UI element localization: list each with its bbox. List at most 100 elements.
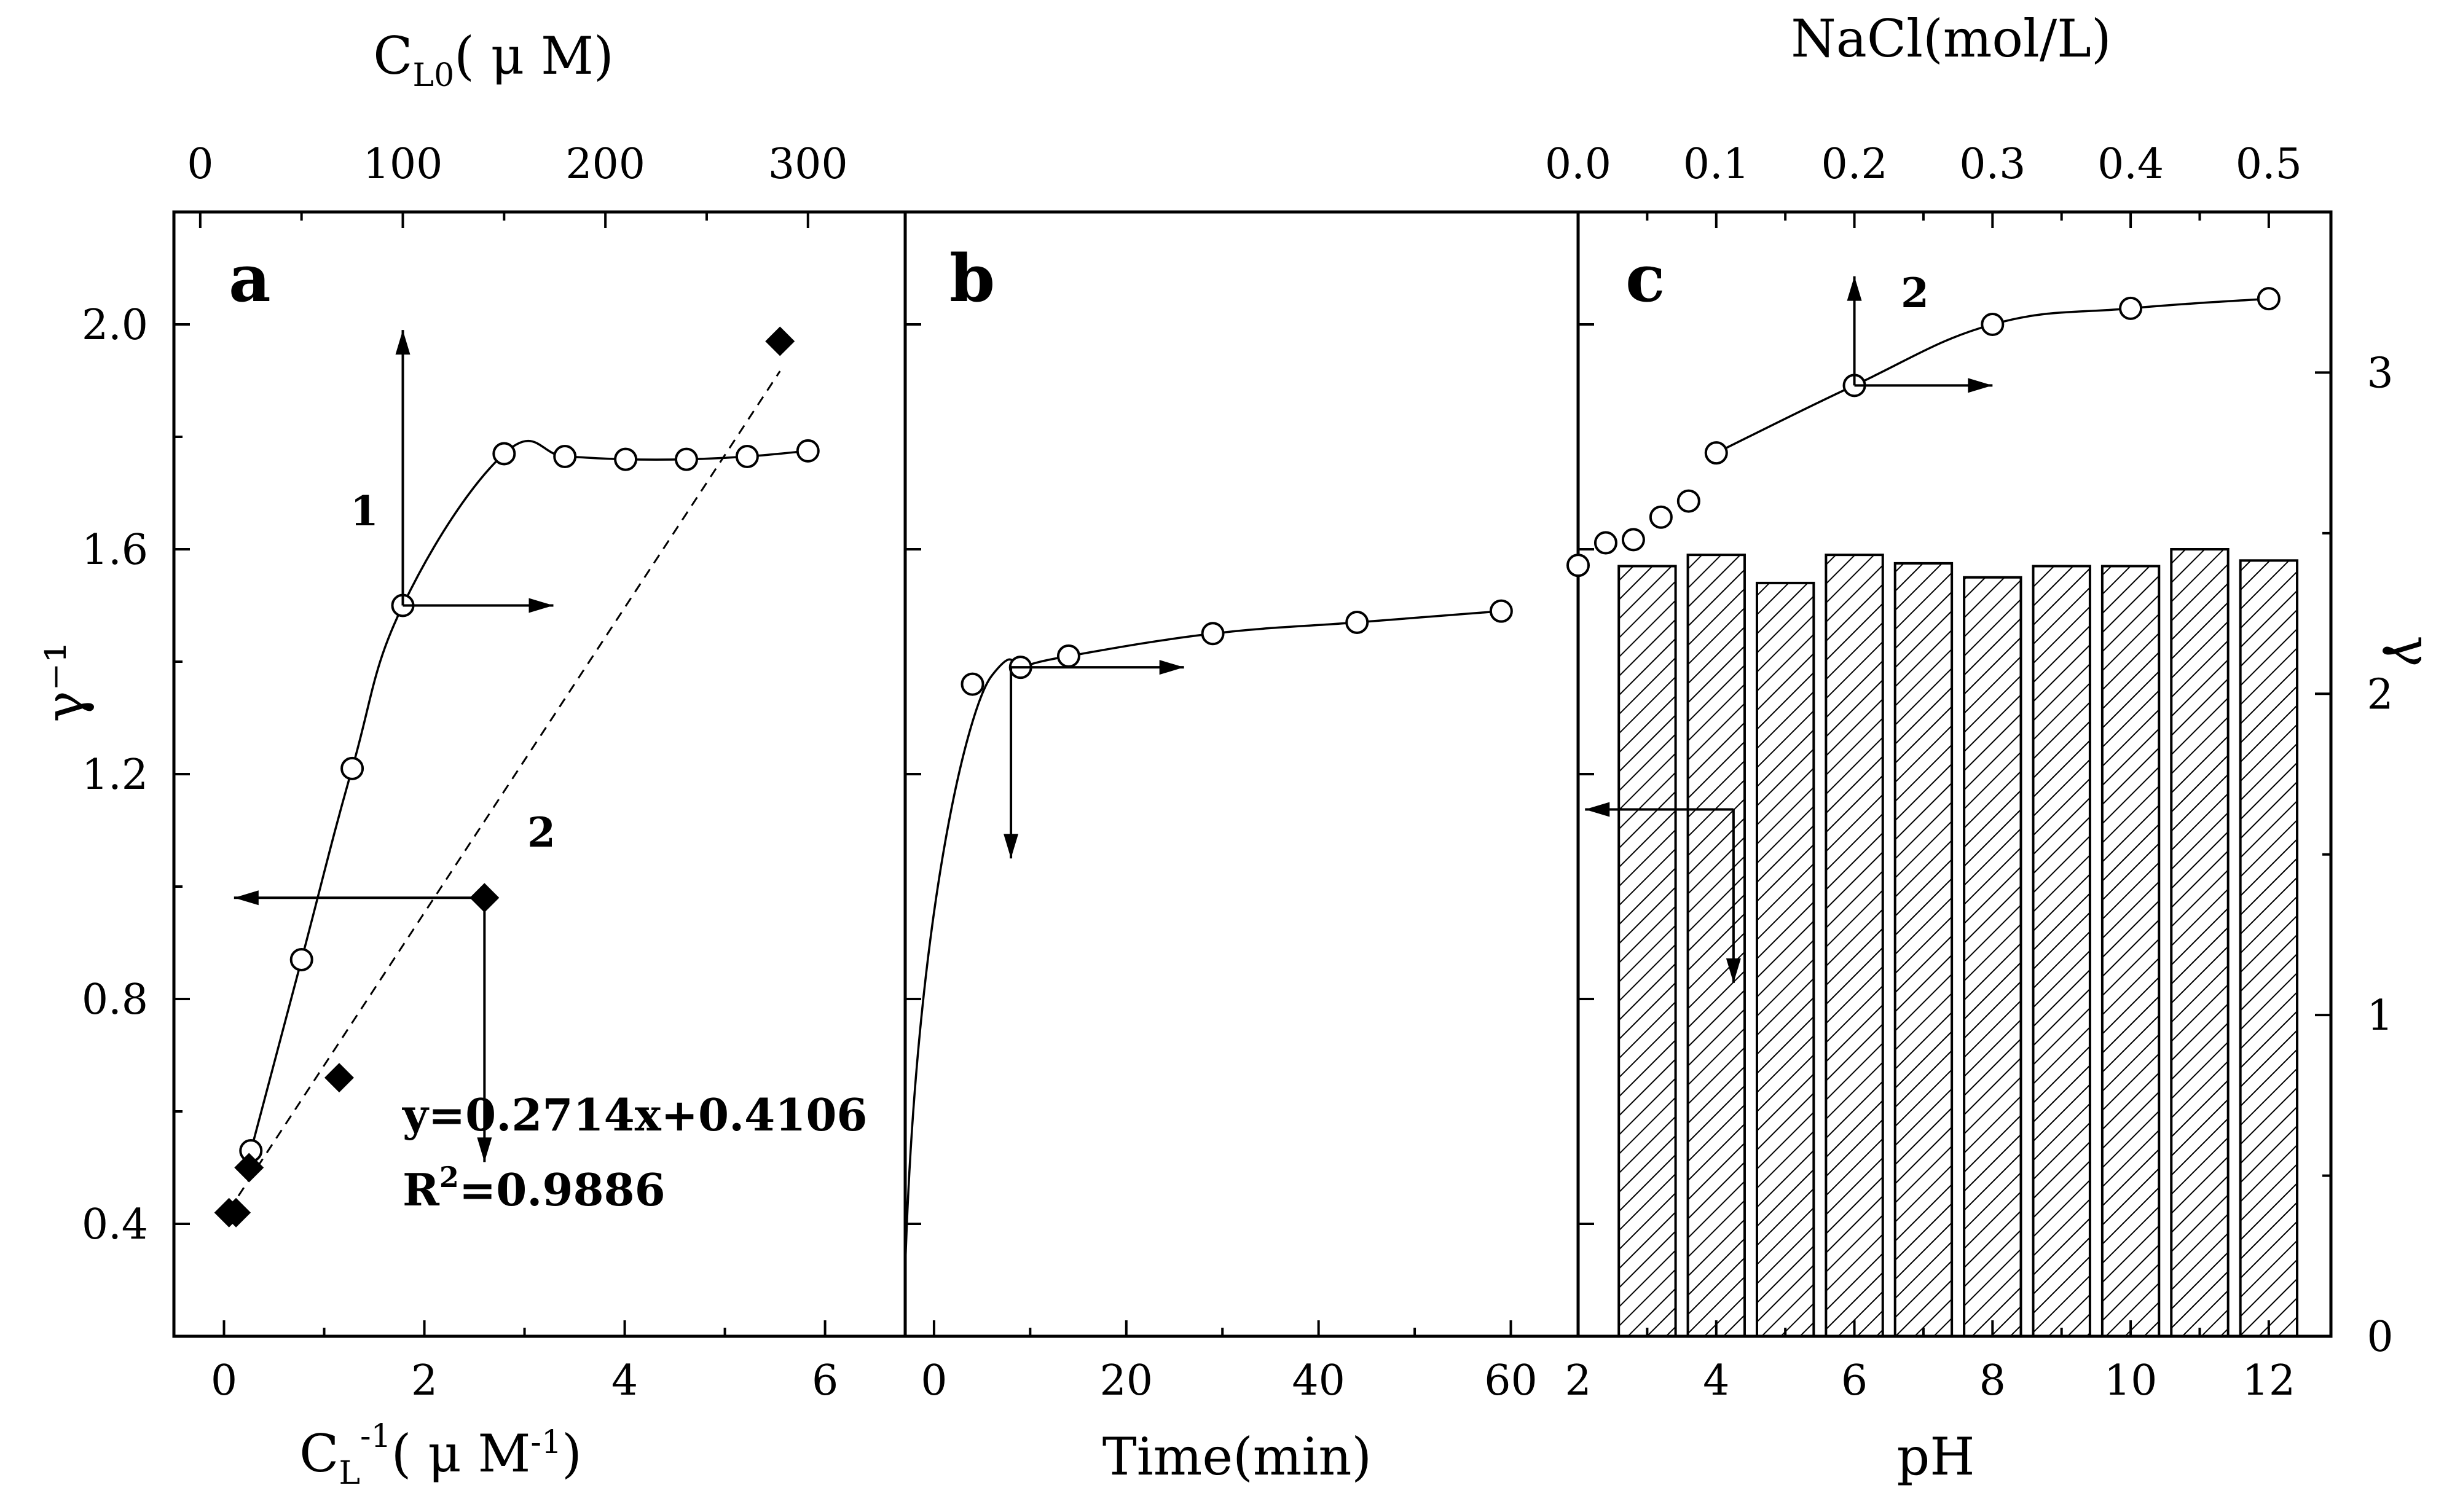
- panel-b-point: [1345, 610, 1369, 634]
- panel-b-curve: [1020, 609, 1502, 668]
- panel-a-x-tick-label: 6: [812, 1357, 838, 1405]
- panel-c-arrow-left-head: [1585, 802, 1610, 817]
- panel-a-top-x-tick-label: 0: [187, 140, 213, 189]
- panel-c-point: [2257, 287, 2281, 311]
- panel-c-x-tick-label: 10: [2104, 1357, 2158, 1405]
- panel-a-series-1-point: [340, 756, 364, 780]
- panel-b-x-tick-label: 20: [1100, 1357, 1153, 1405]
- panel-b: 0 20 40 60: [903, 210, 1580, 1405]
- panel-c-arrow-left: [1585, 802, 1734, 817]
- panel-b-x-tick-label: 0: [921, 1357, 947, 1405]
- panel-b-x-label: Time(min): [1102, 1427, 1372, 1487]
- panel-c-bar: [1755, 581, 1815, 1338]
- panel-b-point: [961, 672, 984, 696]
- panel-a-series-2-point: [221, 1197, 251, 1228]
- panel-c-x-tick-label: 6: [1841, 1357, 1868, 1405]
- panel-a-series-1-point: [492, 442, 516, 466]
- panel-c-point: [1649, 505, 1673, 529]
- panel-c-bar: [2100, 565, 2161, 1338]
- panel-a-series-1-point: [289, 947, 313, 971]
- panel-a-top-x-tick-label: 300: [768, 140, 848, 189]
- panel-c-bar: [1617, 565, 1677, 1338]
- panel-a: 0.4 0.8 1.2 1.6 2.0 0 2 4 6 0 100 200 300: [82, 140, 907, 1405]
- panel-c-letter: c: [1625, 240, 1665, 316]
- panel-a-top-x-tick-label: 200: [565, 140, 645, 189]
- panel-c-bar: [1825, 554, 1884, 1338]
- panel-a-series-2-point: [324, 1063, 354, 1093]
- fit-r-squared: R2=0.9886: [403, 1161, 666, 1216]
- panel-c-point: [1676, 489, 1700, 513]
- panel-a-y-tick-label: 1.2: [82, 751, 148, 799]
- panel-c-point: [1566, 554, 1590, 578]
- panel-b-curve-rise: [904, 658, 1021, 1269]
- panel-c-x-tick-label: 2: [1565, 1357, 1591, 1405]
- panel-a-series-1-point: [674, 447, 698, 471]
- panel-a-x-tick-label: 0: [211, 1357, 237, 1405]
- panel-c-series-label: 2: [1901, 269, 1929, 317]
- panel-c-bar: [2170, 548, 2230, 1338]
- y-axis-label-right: γ: [2381, 635, 2442, 667]
- panel-c-bar: [1686, 554, 1746, 1338]
- panel-b-arrow-down-head: [1004, 834, 1019, 859]
- panel-c-point: [1621, 528, 1645, 552]
- panel-b-frame: [903, 210, 1580, 1338]
- panel-b-point: [1056, 644, 1080, 668]
- panel-a-top-x-label: CL0( μ M): [373, 26, 613, 94]
- panel-b-arrow-down: [1004, 667, 1019, 859]
- panel-b-point: [1201, 622, 1225, 646]
- panel-a-y-tick-label: 0.4: [82, 1201, 148, 1249]
- panel-b-arrow-right-head: [1159, 660, 1184, 675]
- panel-c-top-x-tick-label: 0.0: [1545, 140, 1611, 189]
- y-axis-label-left: γ⁻¹: [34, 641, 96, 722]
- series-1-label: 1: [350, 487, 379, 535]
- panel-a-series-2-arrow-left-head: [234, 890, 259, 906]
- panel-a-y-tick-label: 0.8: [82, 976, 148, 1024]
- panel-c-point: [1981, 313, 2005, 336]
- series-2-label: 2: [527, 809, 556, 856]
- panel-c-right-y-tick-label: 1: [2367, 992, 2393, 1040]
- panel-c-arrow-down: [1726, 809, 1741, 983]
- panel-c-arrow-right-head: [1968, 378, 1993, 393]
- panel-c-arrow-right: [1854, 378, 1993, 393]
- panel-c-arrow-up-head: [1847, 276, 1862, 301]
- panel-c-x-tick-label: 8: [1979, 1357, 2006, 1405]
- panel-b-point: [1489, 599, 1513, 623]
- panel-a-series-1-point: [796, 439, 820, 463]
- panel-a-series-1-arrow-right-head: [528, 598, 554, 613]
- panel-c-point: [2119, 296, 2143, 320]
- panel-c-top-x-label: NaCl(mol/L): [1791, 9, 2111, 69]
- panel-c-point: [1704, 441, 1728, 465]
- panel-c-top-x-tick-label: 0.4: [2097, 140, 2164, 189]
- panel-b-arrow-right: [1011, 660, 1184, 675]
- panel-a-series-1-line: [250, 439, 808, 1151]
- panel-c-arrow-down-head: [1726, 958, 1741, 983]
- panel-a-x-tick-label: 4: [611, 1357, 638, 1405]
- panel-a-series-1-point: [553, 445, 577, 469]
- panel-a-series-1-arrow-right: [403, 598, 554, 613]
- panel-c-arrow-up: [1847, 276, 1862, 386]
- panel-a-series-1-point: [614, 447, 638, 471]
- panel-c-bar: [1893, 562, 1954, 1338]
- panel-c-top-x-tick-label: 0.2: [1821, 140, 1887, 189]
- panel-a-series-2-arrow-left: [234, 890, 485, 906]
- panel-a-series-1-point: [735, 445, 759, 469]
- panel-c-bar: [1963, 576, 2022, 1338]
- panel-a-y-tick-label: 2.0: [82, 301, 148, 350]
- panel-c-x-tick-label: 12: [2242, 1357, 2296, 1405]
- panel-a-series-2-point: [234, 1153, 264, 1183]
- panel-c-bar: [2239, 559, 2299, 1338]
- panel-a-top-x-tick-label: 100: [363, 140, 443, 189]
- panel-c-right-y-tick-label: 2: [2367, 670, 2393, 719]
- panel-c-x-tick-label: 4: [1703, 1357, 1729, 1405]
- fit-equation: y=0.2714x+0.4106: [402, 1089, 868, 1141]
- panel-a-series-1-arrow-up-head: [395, 330, 411, 355]
- panel-c-top-x-tick-label: 0.1: [1683, 140, 1750, 189]
- panel-c-right-y-tick-label: 3: [2367, 349, 2393, 398]
- panel-c-right-y-tick-label: 0: [2367, 1313, 2393, 1361]
- panel-c-bar: [2032, 565, 2091, 1338]
- panel-c-x-label: pH: [1896, 1427, 1974, 1487]
- panel-a-series-2-arrow-down: [477, 898, 492, 1162]
- panel-b-letter: b: [949, 240, 995, 316]
